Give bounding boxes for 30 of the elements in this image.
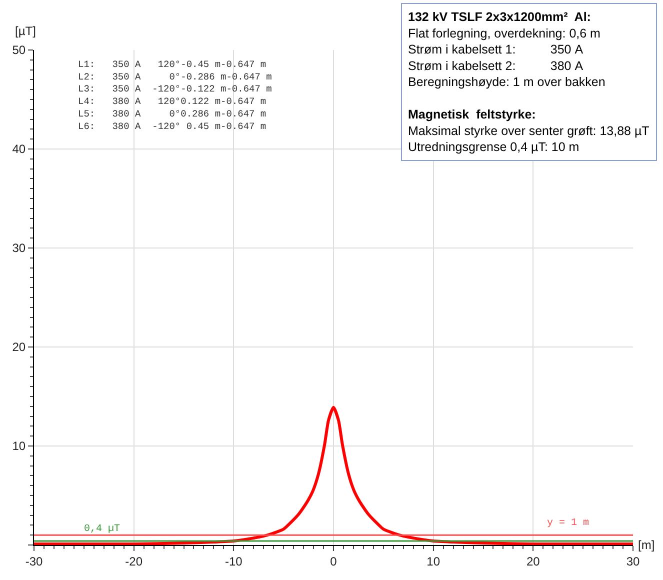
text: Magnetisk feltstyrke: bbox=[408, 108, 536, 122]
annotation: L2: 350 A 0°-0.286 m-0.647 m bbox=[78, 71, 272, 82]
annotation: L1: 350 A 120°-0.45 m-0.647 m bbox=[78, 59, 266, 70]
annotation: Strøm i kabelsett 2: 380 A bbox=[408, 58, 584, 73]
annotation: Utredningsgrense 0,4 µT: 10 m bbox=[408, 140, 580, 154]
annotation: L6: 380 A -120° 0.45 m-0.647 m bbox=[78, 120, 266, 132]
annotation: L4: 380 A 120°0.122 m-0.647 m bbox=[78, 96, 266, 108]
annotation: L5: 380 A 0°0.286 m-0.647 m bbox=[78, 108, 266, 120]
ref-line-label: y = 1 m bbox=[547, 518, 590, 529]
x-tick-label: 0 bbox=[330, 554, 338, 568]
annotation: Beregningshøyde: 1 m over bakken bbox=[408, 75, 606, 89]
ref-line-label: 0,4 µT bbox=[84, 524, 120, 535]
y-tick-label: 20 bbox=[12, 340, 26, 354]
annotation: Maksimal styrke over senter grøft: 13,88 µT bbox=[408, 124, 650, 138]
x-tick-label: 20 bbox=[526, 554, 540, 568]
x-tick-label: -10 bbox=[225, 554, 243, 568]
y-tick-label: 10 bbox=[12, 439, 26, 454]
x-axis-title: [m] bbox=[638, 538, 655, 552]
y-tick-label: 50 bbox=[12, 43, 26, 58]
y-axis-title: [µT] bbox=[15, 24, 36, 38]
annotation: Strøm i kabelsett 1: 350 A bbox=[408, 42, 584, 56]
x-tick-label: -20 bbox=[125, 554, 143, 568]
chart-title: 132 kV TSLF 2x3x1200mm² Al: bbox=[408, 10, 591, 24]
y-tick-label: 40 bbox=[12, 142, 26, 156]
text: Flat forlegning, overdekning: 0,6 m bbox=[408, 26, 600, 40]
x-tick-label: 10 bbox=[426, 554, 440, 568]
y-tick-label: 30 bbox=[12, 241, 26, 256]
x-tick-label: 30 bbox=[626, 554, 640, 568]
annotation: L3: 350 A -120°-0.122 m-0.647 m bbox=[78, 84, 272, 95]
x-tick-label: -30 bbox=[25, 554, 43, 568]
